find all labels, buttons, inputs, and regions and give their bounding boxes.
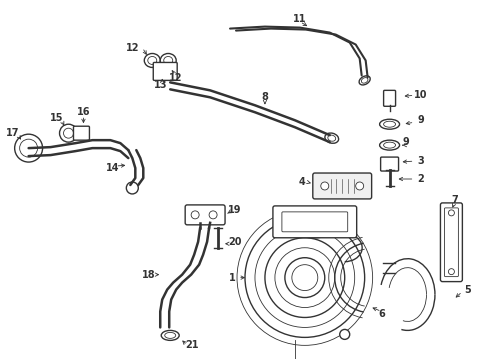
Ellipse shape [163,57,172,64]
Text: 16: 16 [77,107,90,117]
Circle shape [237,210,372,345]
Ellipse shape [361,78,367,83]
FancyBboxPatch shape [380,157,398,171]
FancyBboxPatch shape [312,173,371,199]
Text: 10: 10 [413,90,427,100]
Text: 12: 12 [125,42,139,53]
Circle shape [20,139,38,157]
Text: 7: 7 [450,195,457,205]
Ellipse shape [160,54,176,67]
Circle shape [447,210,453,216]
FancyBboxPatch shape [440,203,462,282]
Circle shape [254,228,354,328]
Circle shape [285,258,324,298]
Text: 14: 14 [105,163,119,173]
Text: 18: 18 [141,270,155,280]
Circle shape [126,182,138,194]
Ellipse shape [324,133,338,143]
Ellipse shape [147,57,157,64]
FancyBboxPatch shape [383,90,395,106]
Text: 13: 13 [153,80,166,90]
Text: 19: 19 [228,205,241,215]
Text: 5: 5 [463,284,470,294]
Text: 3: 3 [416,156,423,166]
Circle shape [355,182,363,190]
Circle shape [320,182,328,190]
FancyBboxPatch shape [73,126,89,140]
Ellipse shape [383,121,395,127]
Circle shape [191,211,199,219]
Circle shape [244,218,364,337]
Circle shape [291,265,317,291]
Text: 15: 15 [50,113,63,123]
Text: 1: 1 [228,273,235,283]
Text: 21: 21 [185,340,199,350]
Ellipse shape [144,54,160,67]
Ellipse shape [161,330,179,340]
Text: 2: 2 [416,174,423,184]
Ellipse shape [358,76,369,85]
Ellipse shape [383,142,395,148]
Circle shape [339,329,349,339]
Text: 17: 17 [6,128,20,138]
Text: 6: 6 [377,310,384,319]
Circle shape [264,238,344,318]
Circle shape [15,134,42,162]
Circle shape [63,128,73,138]
Text: 4: 4 [298,177,305,187]
Text: 20: 20 [228,237,241,247]
FancyBboxPatch shape [272,206,356,238]
Text: 9: 9 [401,137,408,147]
Ellipse shape [379,119,399,129]
Ellipse shape [164,332,175,338]
FancyBboxPatch shape [185,205,224,225]
Text: 8: 8 [261,92,268,102]
Circle shape [209,211,217,219]
Text: 9: 9 [416,115,423,125]
Text: 11: 11 [292,14,306,24]
Circle shape [60,124,77,142]
FancyBboxPatch shape [281,212,347,232]
Ellipse shape [327,135,335,141]
FancyBboxPatch shape [444,208,457,276]
FancyBboxPatch shape [153,62,177,80]
Text: 12: 12 [168,73,182,84]
Circle shape [447,269,453,275]
Circle shape [274,248,334,307]
Ellipse shape [379,140,399,150]
